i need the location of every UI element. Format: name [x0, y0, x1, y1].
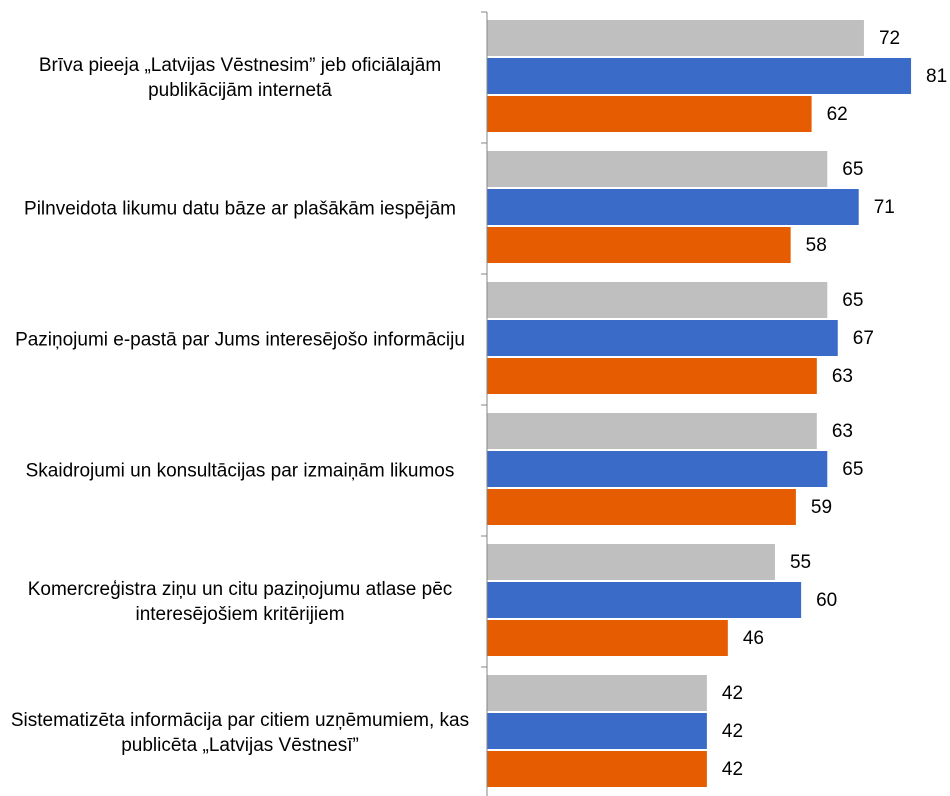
- data-label: 71: [874, 197, 895, 218]
- data-label: 67: [853, 328, 874, 349]
- bar: [487, 320, 838, 356]
- bar: [487, 713, 707, 749]
- data-label: 42: [722, 721, 743, 742]
- data-label: 42: [722, 683, 743, 704]
- bar: [487, 582, 802, 618]
- bar: [487, 189, 859, 225]
- bar: [487, 751, 707, 787]
- data-label: 65: [842, 159, 863, 180]
- category-label: Sistematizēta informācija par citiem uzņ…: [10, 709, 470, 756]
- category-label: Skaidrojumi un konsultācijas par izmaiņā…: [25, 460, 455, 481]
- data-label: 58: [806, 235, 827, 256]
- bar: [487, 227, 791, 263]
- data-label: 59: [811, 497, 832, 518]
- bar: [487, 358, 817, 394]
- data-label: 65: [842, 459, 863, 480]
- bar: [487, 96, 812, 132]
- data-label: 42: [722, 759, 743, 780]
- bar: [487, 451, 828, 487]
- bar: [487, 675, 707, 711]
- category-label: Komercreģistra ziņu un citu paziņojumu a…: [27, 578, 453, 625]
- data-label: 72: [879, 28, 900, 49]
- bar: [487, 58, 912, 94]
- data-label: 46: [743, 628, 764, 649]
- category-label: Brīva pieeja „Latvijas Vēstnesim” jeb of…: [38, 54, 442, 101]
- bar: [487, 20, 864, 56]
- bar: [487, 489, 796, 525]
- bar: [487, 282, 828, 318]
- data-label: 65: [842, 290, 863, 311]
- bar: [487, 151, 828, 187]
- category-label: Paziņojumi e-pastā par Jums interesējošo…: [15, 329, 465, 350]
- data-label: 81: [926, 66, 947, 87]
- data-label: 55: [790, 552, 811, 573]
- data-label: 63: [832, 366, 853, 387]
- data-label: 60: [816, 590, 837, 611]
- data-label: 63: [832, 421, 853, 442]
- bar: [487, 620, 728, 656]
- bar: [487, 544, 775, 580]
- data-label: 62: [827, 104, 848, 125]
- category-label: Pilnveidota likumu datu bāze ar plašākām…: [24, 198, 456, 219]
- bar: [487, 413, 817, 449]
